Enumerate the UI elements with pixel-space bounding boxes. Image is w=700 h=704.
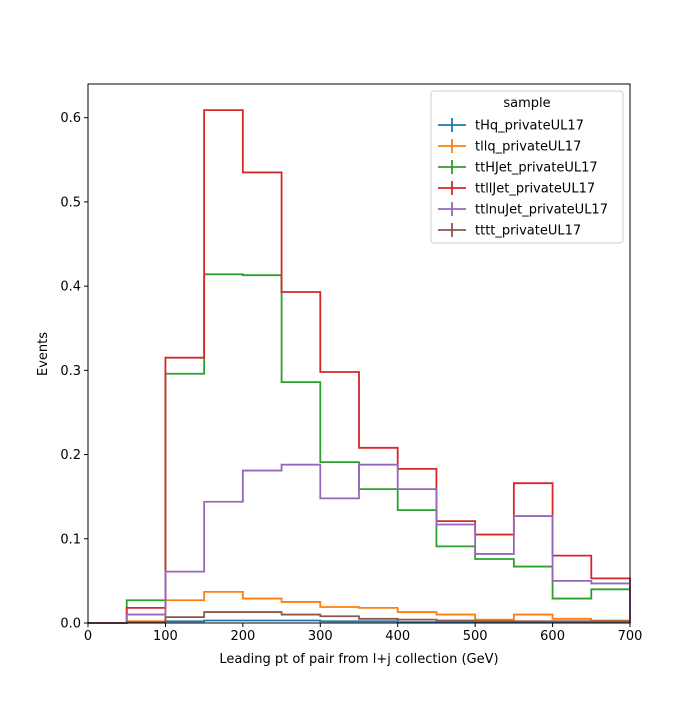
y-tick-label: 0.1 xyxy=(60,532,81,547)
legend-label: tHq_privateUL17 xyxy=(475,119,584,134)
y-tick-label: 0.2 xyxy=(60,448,81,463)
legend-entry: ttllJet_privateUL17 xyxy=(438,181,595,197)
plot-frame xyxy=(87,83,631,624)
legend-label: tttt_privateUL17 xyxy=(475,224,581,239)
legend-label: tllq_privateUL17 xyxy=(475,140,581,155)
y-axis-label: Events xyxy=(36,332,51,376)
y-tick-label: 0.6 xyxy=(60,111,81,126)
series-line-tttt-privateul17 xyxy=(88,611,631,624)
legend-title: sample xyxy=(503,96,550,111)
series-line-ttlnujet-privateul17 xyxy=(88,463,631,624)
legend: sample tHq_privateUL17 tllq_privateUL17tt… xyxy=(430,90,624,244)
y-tick-label: 0.4 xyxy=(60,280,81,295)
y-tick-label: 0.0 xyxy=(60,617,81,632)
x-tick-label: 400 xyxy=(385,629,410,644)
legend-label: ttllJet_privateUL17 xyxy=(475,182,595,197)
legend-entry: tHq_privateUL17 xyxy=(438,118,584,134)
x-tick-label: 700 xyxy=(618,629,643,644)
legend-entry: tttt_privateUL17 xyxy=(438,223,581,239)
legend-label: ttlnuJet_privateUL17 xyxy=(475,203,608,218)
series-line-ttlljet-privateul17 xyxy=(88,109,631,624)
series-layer xyxy=(88,109,631,624)
legend-entry: ttlnuJet_privateUL17 xyxy=(438,202,608,218)
y-axis: 0.0 0.1 0.2 0.3 0.4 0.5 0.6 xyxy=(60,111,88,632)
legend-entry: ttHJet_privateUL17 xyxy=(438,160,598,176)
x-tick-label: 0 xyxy=(84,629,92,644)
x-tick-label: 100 xyxy=(153,629,178,644)
y-tick-label: 0.3 xyxy=(60,364,81,379)
legend-frame xyxy=(430,90,624,244)
legend-entries: tHq_privateUL17 tllq_privateUL17 ttHJet_pr… xyxy=(438,118,608,239)
y-tick-label: 0.5 xyxy=(60,195,81,210)
x-tick-label: 600 xyxy=(540,629,565,644)
legend-entry: tllq_privateUL17 xyxy=(438,139,581,155)
x-tick-label: 300 xyxy=(308,629,333,644)
x-axis-label: Leading pt of pair from l+j collection (… xyxy=(219,652,498,667)
x-axis: 0 100 200 300 400 500 600 700 xyxy=(84,623,643,644)
legend-label: ttHJet_privateUL17 xyxy=(475,161,598,176)
x-tick-label: 500 xyxy=(463,629,488,644)
series-line-tllq-privateul17 xyxy=(88,590,631,624)
x-tick-label: 200 xyxy=(230,629,255,644)
